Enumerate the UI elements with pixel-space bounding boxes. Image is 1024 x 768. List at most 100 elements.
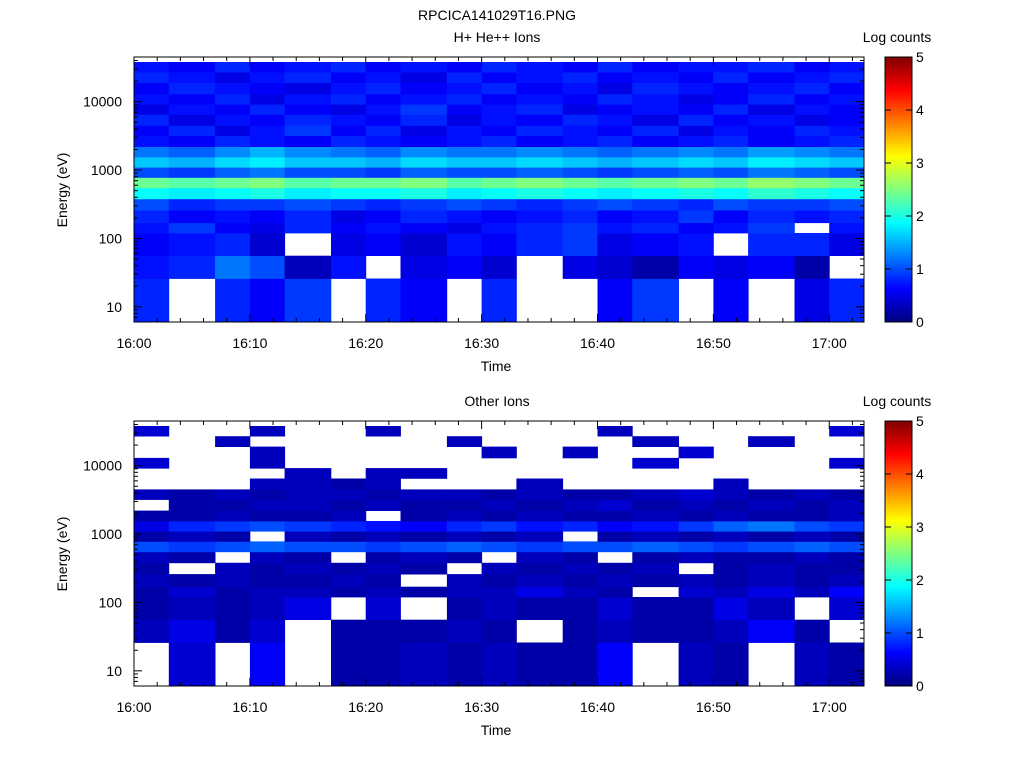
heatmap-cell <box>829 210 865 224</box>
heatmap-cell <box>481 146 517 158</box>
heatmap-cell <box>748 619 795 643</box>
heatmap-cell <box>632 562 679 575</box>
panel-2-heatmap-cells <box>134 426 865 687</box>
colorbar-tick-label: 1 <box>916 625 924 641</box>
heatmap-cell <box>562 114 598 126</box>
heatmap-cell <box>632 436 679 447</box>
heatmap-cell <box>215 177 251 189</box>
heatmap-cell <box>562 146 598 158</box>
heatmap-cell <box>562 619 598 643</box>
heatmap-cell <box>597 586 633 598</box>
heatmap-cell <box>632 457 679 469</box>
heatmap-cell <box>215 146 251 158</box>
heatmap-cell <box>748 541 795 553</box>
heatmap-cell <box>678 72 714 83</box>
heatmap-cell <box>215 531 251 542</box>
heatmap-cell <box>134 619 170 643</box>
heatmap-cell <box>446 157 483 168</box>
heatmap-cell <box>678 82 714 95</box>
heatmap-cell <box>331 104 367 115</box>
heatmap-cell <box>249 93 286 105</box>
heatmap-cell <box>446 187 483 200</box>
heatmap-cell <box>562 157 598 168</box>
panel-2-x-axis-label: Time <box>481 722 512 738</box>
heatmap-cell <box>215 93 251 105</box>
heatmap-cell <box>134 233 170 256</box>
heatmap-cell <box>632 210 679 224</box>
heatmap-cell <box>713 177 749 189</box>
heatmap-cell <box>365 642 401 687</box>
heatmap-cell <box>713 255 749 279</box>
heatmap-cell <box>284 104 332 115</box>
heatmap-cell <box>284 468 332 479</box>
heatmap-cell <box>829 489 865 500</box>
heatmap-cell <box>829 167 865 178</box>
heatmap-cell <box>365 574 401 588</box>
heatmap-cell <box>168 104 216 115</box>
heatmap-cell <box>748 597 795 620</box>
heatmap-cell <box>249 489 286 500</box>
heatmap-cell <box>678 531 714 542</box>
heatmap-cell <box>748 93 795 105</box>
heatmap-cell <box>284 222 332 234</box>
heatmap-cell <box>481 597 517 620</box>
heatmap-cell <box>331 574 367 588</box>
heatmap-cell <box>597 62 633 73</box>
heatmap-cell <box>597 167 633 178</box>
heatmap-cell <box>829 135 865 147</box>
heatmap-cell <box>794 187 830 200</box>
heatmap-cell <box>713 187 749 200</box>
heatmap-cell <box>215 222 251 234</box>
heatmap-cell <box>400 278 448 323</box>
heatmap-cell <box>400 125 448 136</box>
heatmap-cell <box>134 586 170 598</box>
heatmap-cell <box>284 125 332 136</box>
heatmap-cell <box>562 187 598 200</box>
heatmap-cell <box>365 278 401 323</box>
heatmap-cell <box>794 82 830 95</box>
heatmap-cell <box>481 157 517 168</box>
heatmap-cell <box>829 177 865 189</box>
heatmap-cell <box>481 210 517 224</box>
heatmap-cell <box>446 177 483 189</box>
heatmap-cell <box>249 499 286 511</box>
heatmap-cell <box>481 135 517 147</box>
heatmap-cell <box>249 426 286 437</box>
heatmap-cell <box>284 521 332 532</box>
heatmap-cell <box>365 82 401 95</box>
heatmap-cell <box>748 551 795 564</box>
heatmap-cell <box>331 125 367 136</box>
colorbar-tick-label: 4 <box>916 466 924 482</box>
heatmap-cell <box>829 426 865 437</box>
heatmap-cell <box>829 104 865 115</box>
colorbar-tick-label: 5 <box>916 49 924 65</box>
heatmap-cell <box>748 157 795 168</box>
heatmap-cell <box>215 210 251 224</box>
heatmap-cell <box>400 62 448 73</box>
panel-2-plot-frame <box>133 420 865 687</box>
heatmap-cell <box>134 521 170 532</box>
heatmap-cell <box>632 135 679 147</box>
heatmap-cell <box>829 222 865 234</box>
heatmap-cell <box>365 114 401 126</box>
heatmap-cell <box>597 278 633 323</box>
heatmap-cell <box>562 499 598 511</box>
heatmap-cell <box>562 510 598 522</box>
heatmap-cell <box>215 198 251 211</box>
heatmap-cell <box>516 541 564 553</box>
heatmap-cell <box>365 562 401 575</box>
heatmap-cell <box>249 157 286 168</box>
heatmap-cell <box>365 222 401 234</box>
heatmap-cell <box>562 586 598 598</box>
heatmap-cell <box>516 167 564 178</box>
heatmap-cell <box>632 72 679 83</box>
heatmap-cell <box>400 489 448 500</box>
heatmap-cell <box>632 531 679 542</box>
heatmap-cell <box>446 551 483 564</box>
heatmap-cell <box>713 574 749 588</box>
heatmap-cell <box>562 597 598 620</box>
heatmap-cell <box>748 255 795 279</box>
heatmap-cell <box>134 510 170 522</box>
heatmap-cell <box>829 642 865 687</box>
heatmap-cell <box>249 187 286 200</box>
